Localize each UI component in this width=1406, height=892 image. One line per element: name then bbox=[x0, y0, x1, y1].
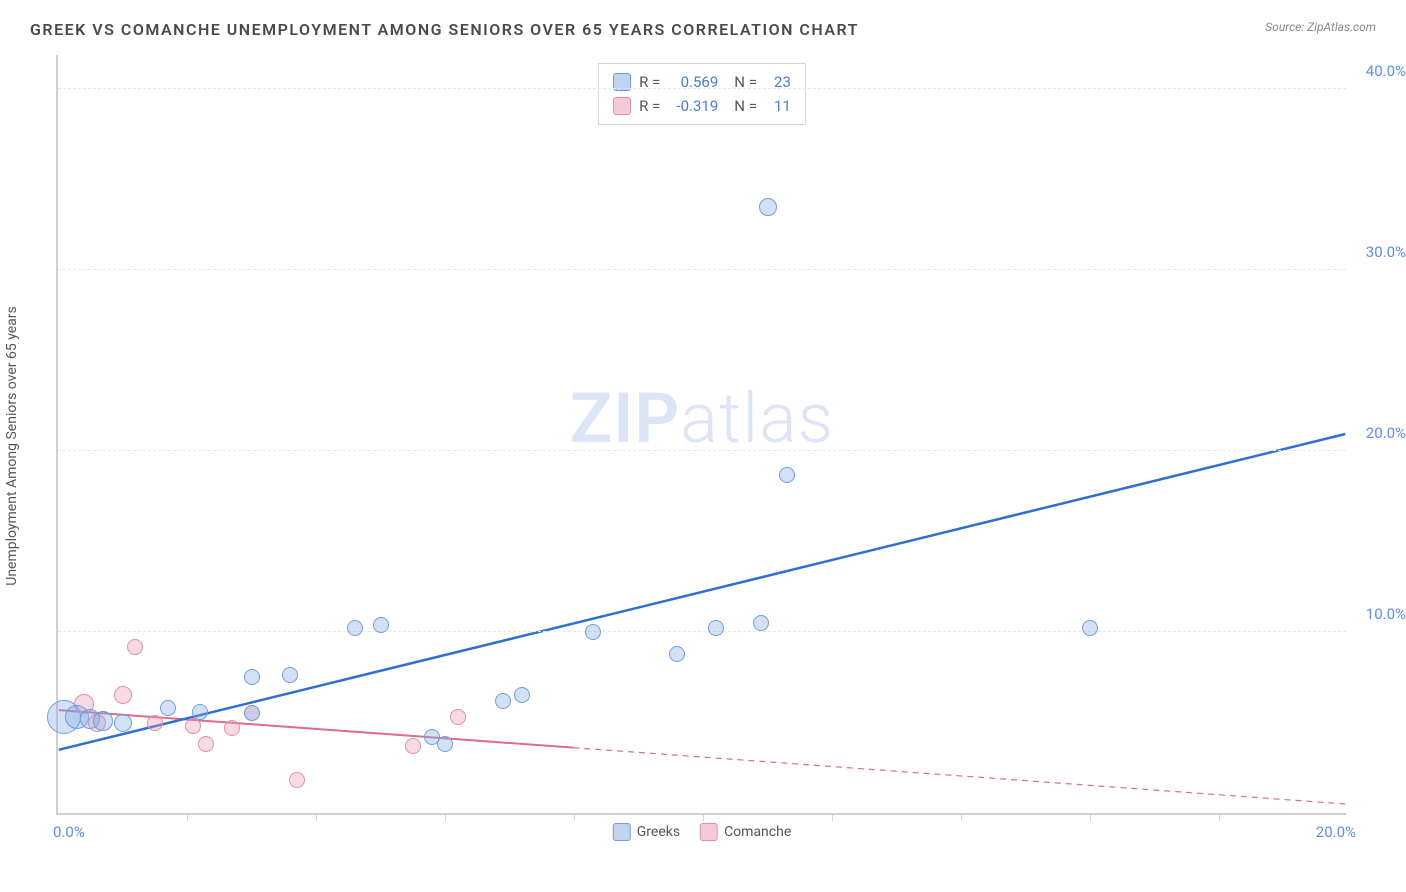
gridline-h bbox=[58, 269, 1346, 270]
correlation-row: R = 0.569 N = 23 bbox=[613, 70, 791, 94]
trend-line-solid bbox=[59, 710, 574, 748]
scatter-point-greeks bbox=[1082, 620, 1098, 636]
trend-line-solid bbox=[59, 434, 1346, 750]
x-tick bbox=[445, 813, 446, 821]
r-value: -0.319 bbox=[668, 94, 718, 118]
x-tick bbox=[187, 813, 188, 821]
y-tick-label: 30.0% bbox=[1366, 243, 1406, 261]
scatter-point-greeks bbox=[753, 615, 769, 631]
y-tick-label: 20.0% bbox=[1366, 424, 1406, 442]
scatter-point-comanche bbox=[185, 718, 201, 734]
x-tick bbox=[574, 813, 575, 821]
r-label: R = bbox=[639, 70, 660, 94]
y-axis-label: Unemployment Among Seniors over 65 years bbox=[4, 306, 20, 586]
x-axis-max-label: 20.0% bbox=[1316, 823, 1356, 841]
legend-label: Comanche bbox=[724, 824, 791, 840]
scatter-point-greeks bbox=[437, 736, 453, 752]
x-tick bbox=[316, 813, 317, 821]
n-value: 11 bbox=[765, 94, 791, 118]
x-axis-min-label: 0.0% bbox=[53, 823, 85, 841]
scatter-point-greeks bbox=[93, 711, 113, 731]
trend-line-dashed bbox=[573, 748, 1345, 804]
scatter-point-comanche bbox=[114, 686, 132, 704]
scatter-point-greeks bbox=[759, 198, 777, 216]
x-tick bbox=[703, 813, 704, 821]
scatter-point-greeks bbox=[282, 667, 298, 683]
n-value: 23 bbox=[765, 70, 791, 94]
trend-lines-layer bbox=[58, 55, 1346, 813]
y-tick-label: 10.0% bbox=[1366, 605, 1406, 623]
scatter-point-greeks bbox=[160, 700, 176, 716]
series-legend: Greeks Comanche bbox=[613, 823, 792, 841]
y-tick-label: 40.0% bbox=[1366, 62, 1406, 80]
chart-title: GREEK VS COMANCHE UNEMPLOYMENT AMONG SEN… bbox=[30, 20, 859, 39]
scatter-point-comanche bbox=[198, 736, 214, 752]
source-label: Source: ZipAtlas.com bbox=[1265, 20, 1376, 34]
x-tick bbox=[832, 813, 833, 821]
scatter-point-greeks bbox=[244, 705, 260, 721]
scatter-point-greeks bbox=[779, 467, 795, 483]
legend-label: Greeks bbox=[637, 824, 680, 840]
scatter-point-greeks bbox=[585, 624, 601, 640]
scatter-point-greeks bbox=[495, 693, 511, 709]
correlation-row: R = -0.319 N = 11 bbox=[613, 94, 791, 118]
scatter-point-greeks bbox=[192, 704, 208, 720]
scatter-point-greeks bbox=[514, 687, 530, 703]
n-label: N = bbox=[734, 70, 757, 94]
gridline-h bbox=[58, 631, 1346, 632]
legend-item: Greeks bbox=[613, 823, 680, 841]
x-tick bbox=[1090, 813, 1091, 821]
n-label: N = bbox=[734, 94, 757, 118]
plot-area: ZIPatlas R = 0.569 N = 23 R = -0.319 N =… bbox=[56, 55, 1346, 815]
legend-swatch bbox=[613, 823, 631, 841]
scatter-point-greeks bbox=[708, 620, 724, 636]
scatter-point-greeks bbox=[347, 620, 363, 636]
legend-swatch bbox=[700, 823, 718, 841]
x-tick bbox=[961, 813, 962, 821]
gridline-h bbox=[58, 450, 1346, 451]
scatter-point-greeks bbox=[114, 714, 132, 732]
scatter-point-comanche bbox=[289, 772, 305, 788]
scatter-point-comanche bbox=[450, 709, 466, 725]
legend-item: Comanche bbox=[700, 823, 791, 841]
correlation-legend: R = 0.569 N = 23 R = -0.319 N = 11 bbox=[598, 63, 806, 125]
r-value: 0.569 bbox=[668, 70, 718, 94]
gridline-h bbox=[58, 88, 1346, 89]
x-tick bbox=[1219, 813, 1220, 821]
legend-swatch bbox=[613, 97, 631, 115]
r-label: R = bbox=[639, 94, 660, 118]
scatter-point-comanche bbox=[405, 738, 421, 754]
scatter-point-comanche bbox=[127, 639, 143, 655]
scatter-point-greeks bbox=[669, 646, 685, 662]
scatter-point-comanche bbox=[147, 715, 163, 731]
scatter-point-comanche bbox=[224, 720, 240, 736]
scatter-point-greeks bbox=[373, 617, 389, 633]
scatter-point-greeks bbox=[244, 669, 260, 685]
header: GREEK VS COMANCHE UNEMPLOYMENT AMONG SEN… bbox=[0, 0, 1406, 44]
